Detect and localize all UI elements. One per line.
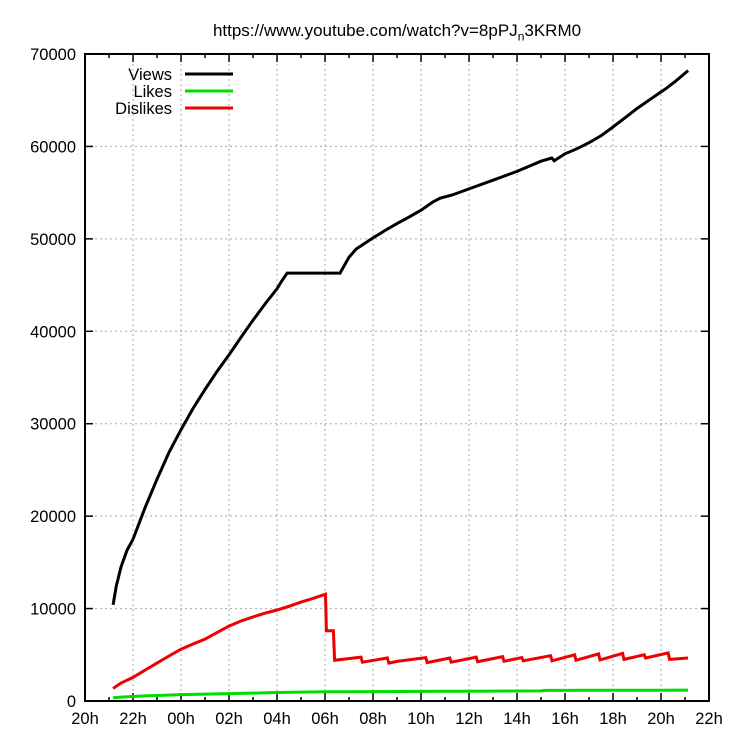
- title-url-post: 3KRM0: [524, 21, 582, 40]
- y-tick-label: 0: [67, 693, 76, 711]
- chart-title: https://www.youtube.com/watch?v=8pPJn3KR…: [85, 21, 709, 43]
- legend-label-likes: Likes: [133, 83, 172, 101]
- y-tick-label: 40000: [30, 323, 76, 341]
- x-tick-label: 04h: [263, 710, 291, 728]
- x-tick-label: 18h: [599, 710, 627, 728]
- series-line-dislikes: [112, 592, 689, 690]
- title-url-pre: https://www.youtube.com/watch?v=8pPJ: [212, 21, 518, 40]
- series-line-views: [111, 69, 690, 606]
- x-tick-label: 16h: [551, 710, 579, 728]
- legend-label-views: Views: [128, 66, 172, 84]
- y-tick-label: 70000: [30, 46, 76, 64]
- y-tick-label: 30000: [30, 416, 76, 434]
- plot-border: [84, 53, 710, 702]
- x-tick-label: 02h: [215, 710, 243, 728]
- x-tick-label: 22h: [119, 710, 147, 728]
- series-line-likes: [112, 688, 689, 700]
- x-tick-label: 12h: [455, 710, 483, 728]
- x-tick-label: 22h: [695, 710, 723, 728]
- y-tick-label: 60000: [30, 138, 76, 156]
- title-url-subscript: n: [517, 29, 525, 44]
- y-tick-label: 20000: [30, 508, 76, 526]
- y-tick-label: 10000: [30, 601, 76, 619]
- x-tick-label: 20h: [647, 710, 675, 728]
- x-tick-label: 00h: [167, 710, 195, 728]
- x-tick-label: 10h: [407, 710, 435, 728]
- x-tick-label: 14h: [503, 710, 531, 728]
- x-tick-label: 06h: [311, 710, 339, 728]
- x-tick-label: 20h: [71, 710, 99, 728]
- y-tick-label: 50000: [30, 231, 76, 249]
- x-tick-label: 08h: [359, 710, 387, 728]
- legend-label-dislikes: Dislikes: [115, 100, 172, 118]
